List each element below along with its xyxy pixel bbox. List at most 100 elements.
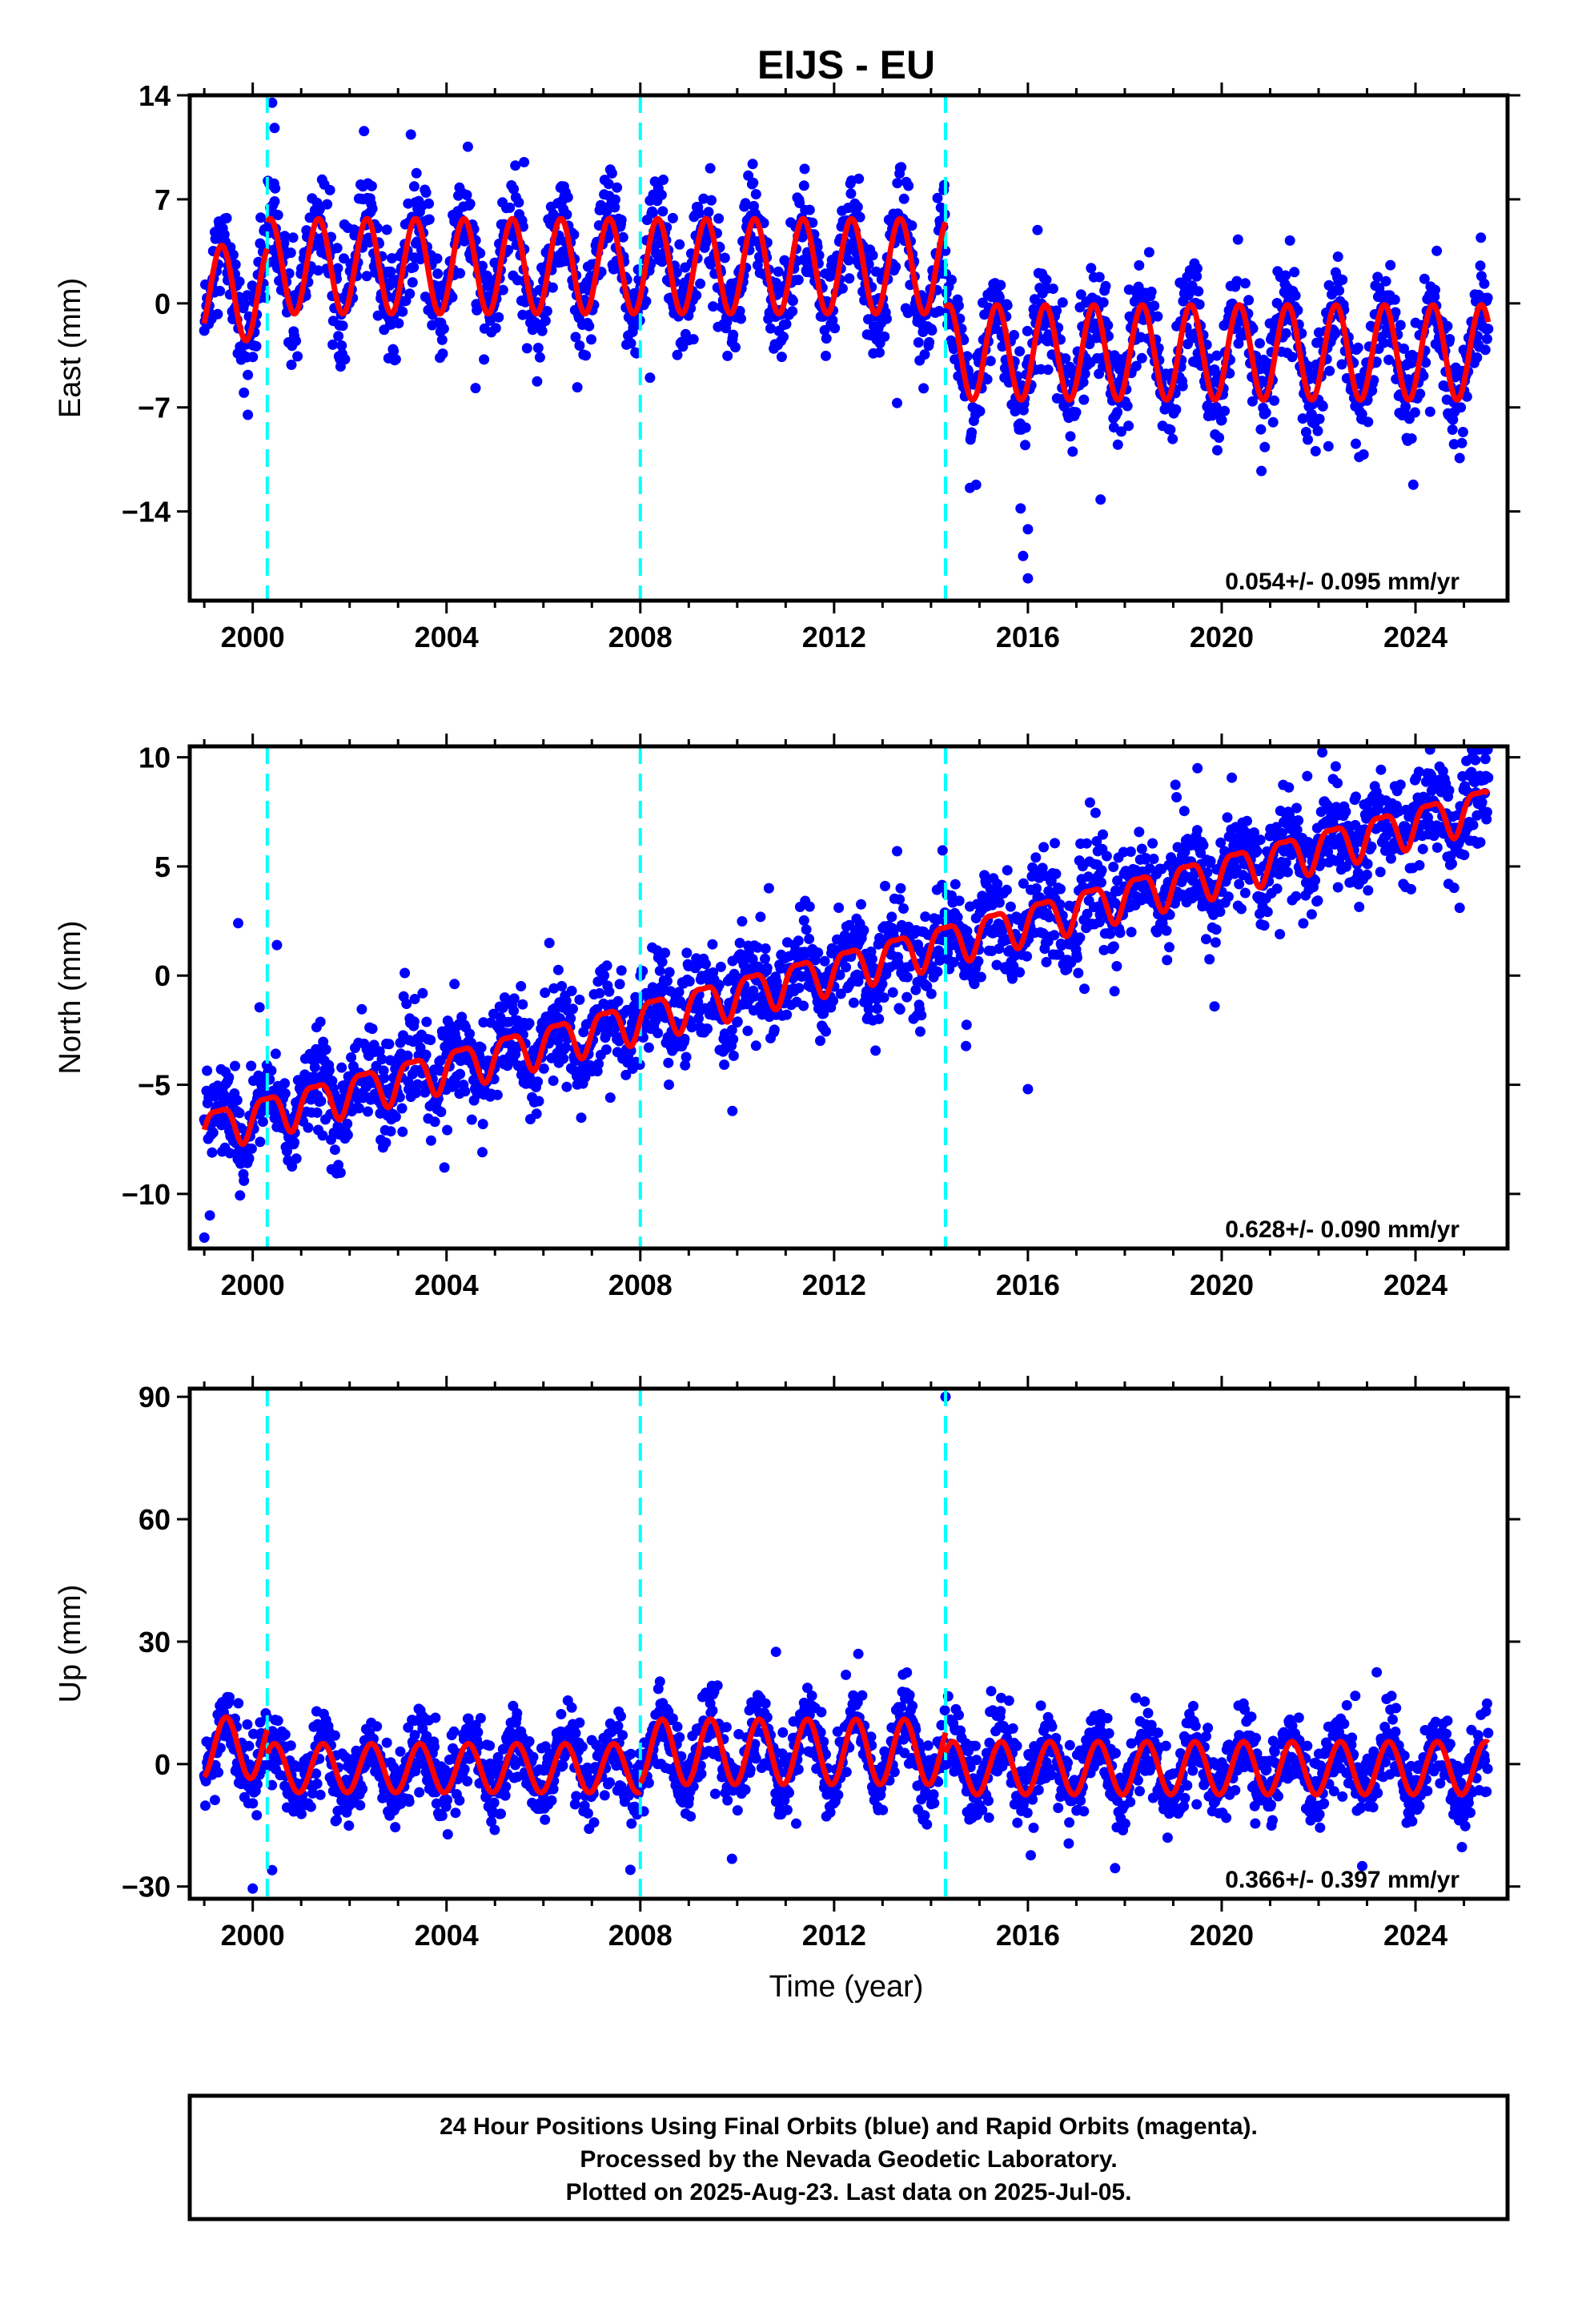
- north-data-point: [781, 1009, 793, 1020]
- east-data-point: [251, 340, 262, 352]
- north-data-point: [560, 1042, 571, 1053]
- east-data-point: [1314, 413, 1325, 424]
- east-data-point: [695, 278, 706, 289]
- north-data-point: [728, 1050, 739, 1061]
- east-data-point: [1358, 449, 1369, 460]
- east-outlier-point: [470, 383, 481, 394]
- east-data-point: [1123, 420, 1134, 432]
- east-data-point: [1070, 407, 1082, 418]
- east-data-point: [332, 263, 343, 274]
- north-data-point: [801, 924, 812, 935]
- east-data-point: [985, 356, 996, 367]
- north-data-point: [1375, 764, 1387, 775]
- north-data-point: [230, 1060, 240, 1072]
- east-data-point: [1400, 401, 1411, 412]
- east-data-point: [285, 247, 296, 259]
- north-data-point: [858, 925, 869, 936]
- north-data-point: [804, 901, 815, 912]
- east-data-point: [1165, 424, 1176, 436]
- east-outlier-point: [1018, 550, 1029, 561]
- north-data-point: [254, 1002, 265, 1013]
- north-data-point: [760, 953, 770, 964]
- north-data-point: [552, 964, 564, 975]
- east-outlier-point: [269, 123, 280, 134]
- east-data-point: [640, 296, 652, 307]
- east-data-point: [1380, 275, 1391, 287]
- east-data-point: [397, 306, 408, 317]
- east-data-point: [1191, 263, 1203, 274]
- east-outlier-point: [1022, 573, 1034, 584]
- east-data-point: [269, 196, 280, 207]
- north-data-point: [442, 1124, 453, 1136]
- east-outlier-point: [243, 409, 254, 420]
- north-outlier-point: [199, 1232, 210, 1243]
- east-data-point: [1152, 311, 1163, 322]
- north-data-point: [894, 1004, 905, 1015]
- north-data-point: [408, 1016, 420, 1027]
- east-outlier-point: [892, 397, 902, 408]
- north-data-point: [1209, 1001, 1220, 1012]
- north-y-tick-label: 5: [155, 850, 171, 883]
- north-data-point: [994, 897, 1005, 908]
- north-outlier-point: [233, 918, 243, 929]
- east-data-point: [1481, 333, 1492, 344]
- east-data-point: [656, 189, 667, 200]
- north-data-point: [732, 1016, 743, 1027]
- east-data-point: [497, 284, 508, 296]
- east-data-point: [1389, 294, 1400, 305]
- east-data-point: [568, 229, 580, 240]
- north-data-point: [701, 959, 711, 970]
- east-data-point: [1067, 446, 1078, 457]
- east-x-tick-label: 2016: [996, 621, 1060, 653]
- north-data-point: [1084, 797, 1095, 808]
- east-data-point: [508, 183, 520, 195]
- east-data-point: [736, 313, 746, 324]
- north-data-point: [594, 987, 605, 999]
- east-y-axis-label: East (mm): [54, 278, 87, 418]
- north-data-point: [1050, 868, 1062, 879]
- north-data-point: [476, 1042, 487, 1053]
- east-data-point: [1167, 433, 1178, 444]
- north-data-point: [1164, 942, 1174, 953]
- east-data-point: [532, 376, 543, 387]
- north-data-point: [289, 1137, 299, 1148]
- north-data-point: [737, 916, 748, 927]
- north-data-point: [477, 1119, 488, 1130]
- north-data-point: [1414, 860, 1425, 870]
- east-data-point: [1193, 286, 1204, 297]
- east-data-point: [781, 319, 792, 330]
- east-data-point: [874, 347, 885, 358]
- north-y-tick-label: −5: [138, 1069, 171, 1102]
- north-data-point: [1312, 895, 1323, 907]
- east-data-point: [1100, 280, 1111, 292]
- east-data-point: [424, 214, 435, 225]
- up-data-point: [242, 1719, 253, 1730]
- east-data-point: [490, 323, 501, 334]
- north-data-point: [207, 1127, 219, 1138]
- north-data-point: [1101, 850, 1112, 862]
- east-data-point: [1177, 380, 1188, 392]
- north-data-point: [396, 1103, 408, 1114]
- north-data-point: [1354, 902, 1365, 912]
- east-data-point: [845, 188, 857, 199]
- east-data-point: [1310, 445, 1321, 456]
- north-data-point: [961, 1040, 972, 1051]
- east-data-point: [367, 203, 378, 214]
- north-data-point: [1385, 853, 1396, 864]
- north-data-point: [761, 963, 773, 974]
- east-data-point: [1330, 328, 1341, 340]
- east-outlier-point: [1022, 524, 1034, 535]
- east-data-point: [1482, 292, 1493, 304]
- east-data-point: [794, 198, 805, 208]
- north-data-point: [516, 981, 527, 991]
- north-data-point: [1481, 806, 1492, 818]
- north-data-point: [1105, 928, 1116, 939]
- east-data-point: [1136, 352, 1147, 364]
- north-data-point: [660, 947, 671, 959]
- north-data-point: [684, 975, 695, 987]
- east-data-point: [1290, 290, 1301, 301]
- east-data-point: [366, 180, 377, 191]
- north-data-point: [898, 903, 909, 914]
- east-data-point: [521, 343, 532, 354]
- north-data-point: [1306, 909, 1317, 920]
